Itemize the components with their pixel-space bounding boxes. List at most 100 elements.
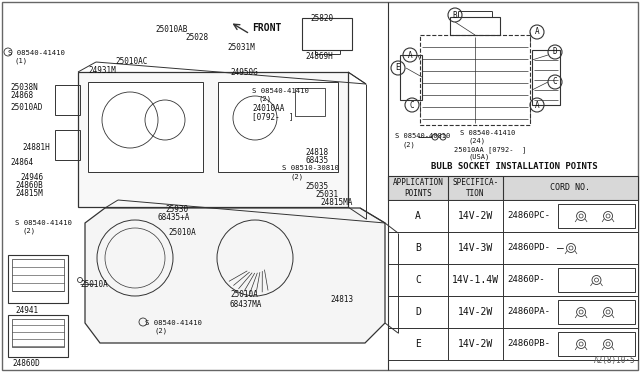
Text: 25010A: 25010A [80,280,108,289]
Bar [558,332,635,356]
Text: S 08540-41410: S 08540-41410 [460,130,515,136]
Text: (1): (1) [14,58,27,64]
Text: S 08540-41410: S 08540-41410 [252,88,309,94]
Text: 14V-2W: 14V-2W [458,339,493,349]
Text: 24869H: 24869H [305,52,333,61]
Text: A: A [408,51,412,60]
Text: 25038N: 25038N [10,83,38,92]
Bar [558,204,635,228]
Text: 24860PC-: 24860PC- [507,212,550,221]
Text: (24): (24) [468,138,485,144]
Text: 25028: 25028 [185,33,208,42]
Text: 68435+A: 68435+A [158,213,190,222]
Text: 24881H: 24881H [22,143,50,152]
Bar [450,17,500,35]
Bar [388,232,638,264]
Text: 24868: 24868 [10,91,33,100]
Bar [8,255,68,303]
Polygon shape [85,208,385,343]
Bar [55,85,80,115]
Bar [400,55,422,100]
Text: CORD NO.: CORD NO. [550,183,591,192]
Bar [78,72,348,207]
Text: S 08540-41410: S 08540-41410 [8,50,65,56]
Bar [218,82,338,172]
Text: 25010A: 25010A [168,228,196,237]
Text: [0792-  ]: [0792- ] [252,112,294,121]
Text: 24860D: 24860D [12,359,40,368]
Bar [388,200,638,232]
Text: 24860PA-: 24860PA- [507,308,550,317]
Text: D: D [415,307,421,317]
Text: S 08540-41410: S 08540-41410 [145,320,202,326]
Text: 25010A: 25010A [230,290,258,299]
Text: E: E [396,64,400,73]
Text: 24950G: 24950G [230,68,258,77]
Text: SPECIFICA-
TION: SPECIFICA- TION [452,178,499,198]
Text: 25010AA [0792-  ]: 25010AA [0792- ] [454,146,526,153]
Text: A: A [534,100,540,109]
Bar [88,82,203,172]
Text: 24941: 24941 [15,306,38,315]
Text: 24010AA: 24010AA [252,104,284,113]
Bar [388,328,638,360]
Text: A2(8)10·5: A2(8)10·5 [593,356,635,365]
Bar [12,319,64,347]
Text: 25031: 25031 [315,190,338,199]
Text: 25035: 25035 [305,182,328,191]
Text: C: C [553,77,557,87]
Text: (2): (2) [290,173,303,180]
Bar [12,259,64,291]
Text: B: B [415,243,421,253]
Text: 14V-2W: 14V-2W [458,307,493,317]
Text: C: C [410,100,414,109]
Text: —: — [557,243,564,253]
Bar [8,315,68,357]
Text: 24815MA: 24815MA [320,198,353,207]
Text: 24818: 24818 [305,148,328,157]
Text: (2): (2) [258,96,271,103]
Text: A: A [415,211,421,221]
Text: 24860P-: 24860P- [507,276,545,285]
Text: S 08510-30810: S 08510-30810 [282,165,339,171]
Bar [55,130,80,160]
Text: 25820: 25820 [310,14,333,23]
Text: 14V-1.4W: 14V-1.4W [452,275,499,285]
Text: BULB SOCKET INSTALLATION POINTS: BULB SOCKET INSTALLATION POINTS [431,162,597,171]
Bar [388,264,638,296]
Text: (2): (2) [155,328,168,334]
Text: (2): (2) [402,141,415,148]
Bar [420,35,530,125]
Text: (USA): (USA) [468,154,489,160]
Text: 24946: 24946 [20,173,43,182]
Text: 68435: 68435 [305,156,328,165]
Text: 25010AB: 25010AB [155,25,188,34]
Text: 25930: 25930 [165,205,188,214]
Text: 25010AC: 25010AC [115,57,147,66]
Text: S 08540-41410: S 08540-41410 [15,220,72,226]
Text: 24864: 24864 [10,158,33,167]
Bar [558,268,635,292]
Text: 68437MA: 68437MA [230,300,262,309]
Text: 24813: 24813 [330,295,353,304]
Bar [558,300,635,324]
Text: E: E [415,339,421,349]
Bar [388,296,638,328]
Text: B: B [452,10,458,19]
Text: APPLICATION
POINTS: APPLICATION POINTS [392,178,444,198]
Text: D: D [553,48,557,57]
Bar [388,176,638,200]
Text: 24815M: 24815M [15,189,43,198]
Text: S 08540-40810: S 08540-40810 [395,133,451,139]
Bar [295,88,325,116]
Text: FRONT: FRONT [252,23,282,33]
Text: (2): (2) [22,228,35,234]
Text: 14V-3W: 14V-3W [458,243,493,253]
Bar [302,18,352,50]
Text: C: C [415,275,421,285]
Text: 24860PB-: 24860PB- [507,340,550,349]
Bar [532,50,560,105]
Text: 24860PD-: 24860PD- [507,244,550,253]
Text: A: A [534,28,540,36]
Text: 14V-2W: 14V-2W [458,211,493,221]
